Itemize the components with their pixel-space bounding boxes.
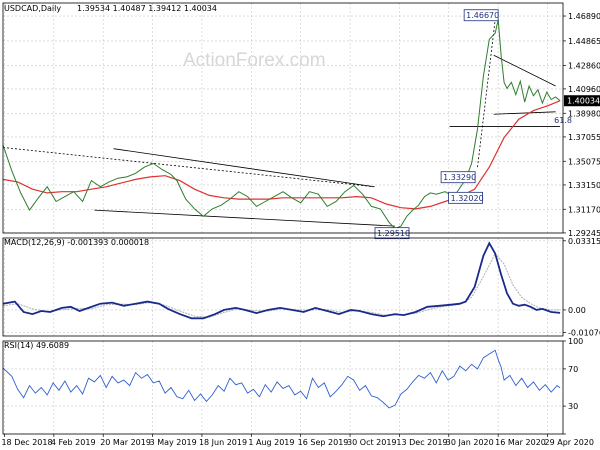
price-tick-label: 1.31170: [568, 205, 600, 214]
current-price-box: [564, 95, 600, 107]
price-annotation: 1.46670: [463, 9, 499, 22]
price-tick-label: 1.29245: [568, 229, 600, 238]
trendline: [493, 111, 556, 115]
trendline: [493, 54, 556, 87]
x-tick-label: 30 Oct 2019: [347, 438, 396, 447]
x-tick-label: 20 Mar 2019: [100, 438, 151, 447]
macd-line: [2, 241, 561, 320]
trendlines: [2, 19, 561, 227]
macd-grid: [3, 238, 563, 336]
annotation-label: 1.29510: [377, 229, 410, 238]
rsi-tick-label: 30: [568, 402, 578, 411]
annotation-label: 1.33290: [443, 173, 476, 182]
x-tick-label: 16 Sep 2019: [298, 438, 349, 447]
price-tick-label: 1.42860: [568, 62, 600, 71]
price-tick-label: 1.33150: [568, 181, 600, 190]
price-tick-label: 1.38980: [568, 109, 600, 118]
macd-tick-label: -0.010769: [568, 328, 600, 337]
x-tick-label: 30 Jan 2020: [446, 438, 494, 447]
price-path: [2, 19, 561, 230]
x-tick-label: 3 May 2019: [150, 438, 197, 447]
trendline: [94, 209, 396, 227]
rsi-y-ticks: 100 70 30: [563, 337, 583, 435]
signal-path: [2, 252, 561, 318]
trendline: [2, 147, 375, 188]
x-tick-label: 18 Jun 2019: [199, 438, 247, 447]
panel-frames: [2, 2, 564, 435]
panel-frame: [2, 340, 564, 435]
rsi-panel: RSI(14) 49.6089 100 70 30: [2, 337, 583, 435]
rsi-grid: [3, 341, 563, 434]
price-tick-label: 1.35075: [568, 157, 600, 166]
price-line: [2, 19, 561, 230]
macd-panel: MACD(12,26,9) -0.001393 0.000018 0.03315…: [2, 237, 600, 337]
rsi-tick-label: 100: [568, 337, 583, 346]
annotation-box: [440, 171, 476, 184]
panel-frame: [2, 2, 564, 234]
price-tick-label: 1.37055: [568, 133, 600, 142]
annotation-box: [463, 9, 499, 22]
current-price-marker: 1.40034: [564, 95, 600, 107]
x-tick-label: 29 Apr 2020: [545, 438, 594, 447]
panel-frame: [2, 237, 564, 337]
current-price-label: 1.40034: [567, 97, 600, 106]
watermark: ActionForex.com: [183, 50, 326, 71]
price-annotation: 1.32020: [448, 191, 484, 204]
annotation-label: 1.32020: [451, 194, 484, 203]
annotation-box: [448, 191, 483, 204]
rsi-path: [2, 349, 561, 409]
x-tick-label: 4 Feb 2019: [51, 438, 96, 447]
price-annotation: 1.33290: [440, 171, 476, 184]
annotation-label: 1.46670: [466, 11, 499, 20]
price-quote: 1.39534 1.40487 1.39412 1.40034: [77, 4, 217, 13]
macd-y-ticks: 0.033151 0.00 -0.010769: [563, 237, 600, 337]
ma-path: [2, 100, 561, 210]
macd-title: MACD(12,26,9) -0.001393 0.000018: [4, 238, 149, 247]
macd-tick-label: 0.033151: [568, 237, 600, 246]
trendline: [113, 148, 375, 188]
rsi-tick-label: 70: [568, 365, 578, 374]
price-tick-label: 1.40960: [568, 85, 600, 94]
x-tick-label: 13 Dec 2019: [396, 438, 447, 447]
x-tick-label: 1 Aug 2019: [248, 438, 294, 447]
macd-tick-label: 0.00: [568, 306, 586, 315]
x-tick-label: 18 Dec 2018: [1, 438, 52, 447]
price-title: USDCAD,Daily: [4, 4, 61, 13]
rsi-line: [2, 349, 561, 409]
price-panel: ActionForex.com USDCAD,Daily 1.39534 1.4…: [2, 3, 600, 240]
macd-path: [2, 241, 561, 320]
moving-average-line: [2, 100, 561, 210]
price-tick-label: 1.44865: [568, 37, 600, 46]
x-tick-label: 16 Mar 2020: [495, 438, 546, 447]
macd-signal-line: [2, 252, 561, 318]
trendline: [477, 19, 496, 168]
price-y-ticks: 1.46890 1.44865 1.42860 1.40960 1.38980 1.370…: [563, 12, 600, 238]
rsi-title: RSI(14) 49.6089: [4, 341, 69, 350]
price-tick-label: 1.46890: [568, 12, 600, 21]
